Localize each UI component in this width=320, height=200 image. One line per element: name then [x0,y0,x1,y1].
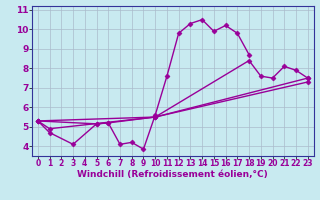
X-axis label: Windchill (Refroidissement éolien,°C): Windchill (Refroidissement éolien,°C) [77,170,268,179]
